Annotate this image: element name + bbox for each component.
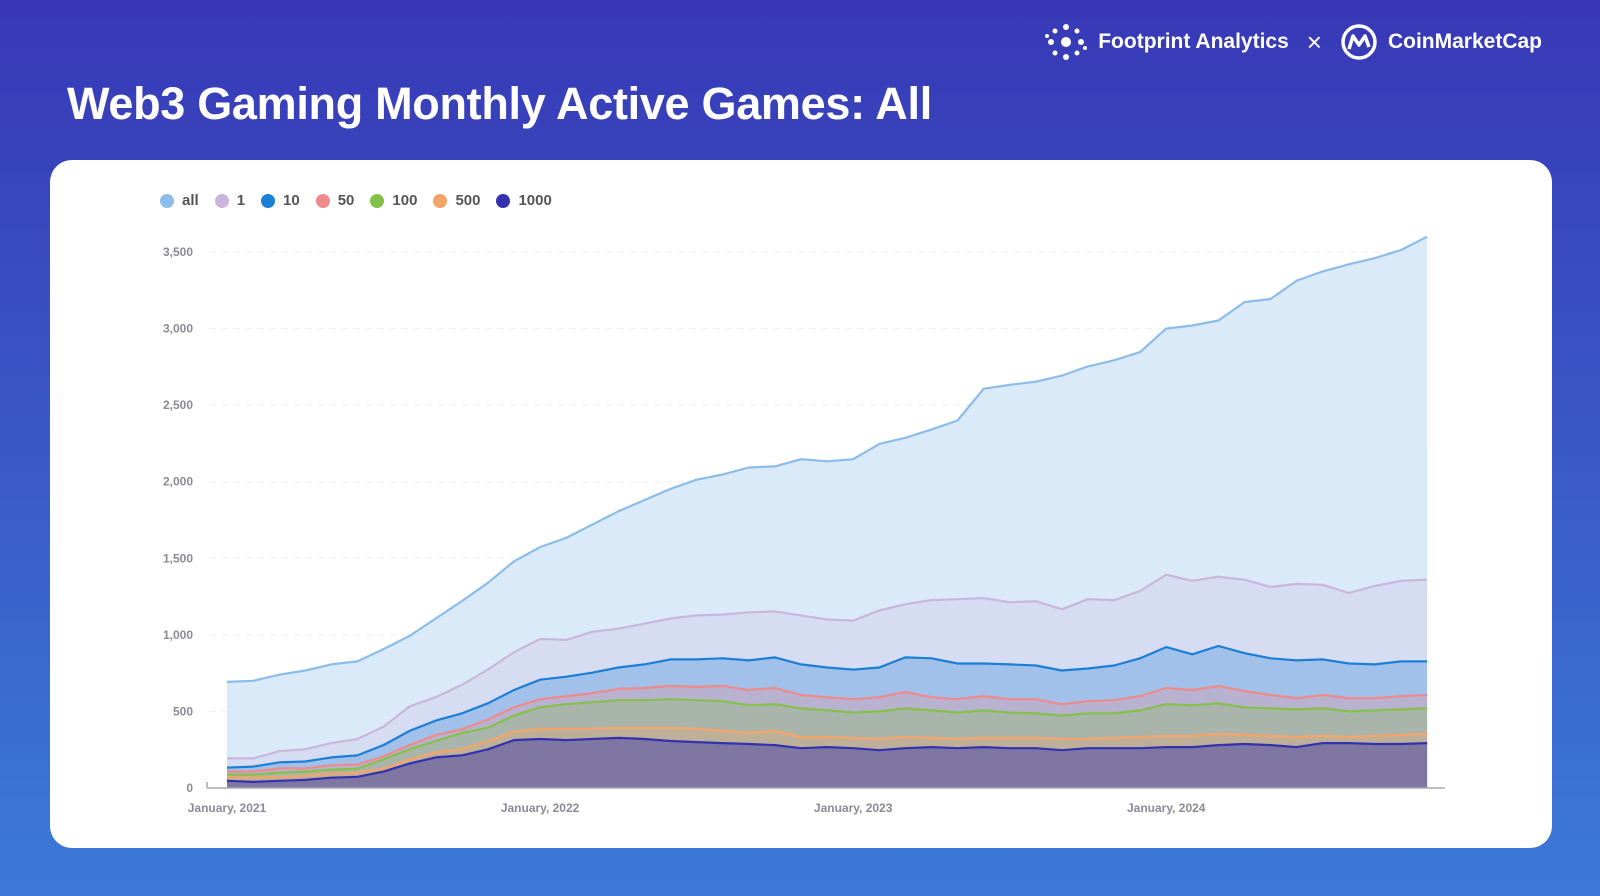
chart-card: all 1 10 50 100 500 1000 0 500 1,000 1,500 2,000 2,… bbox=[50, 160, 1552, 848]
legend-dot-icon bbox=[214, 193, 229, 208]
area-100 bbox=[227, 699, 1428, 788]
chart-legend: all 1 10 50 100 500 1000 bbox=[160, 192, 552, 209]
area-500 bbox=[227, 727, 1428, 788]
legend-item-10[interactable]: 10 bbox=[261, 192, 300, 209]
line-500 bbox=[226, 726, 1428, 779]
y-tick-label: 500 bbox=[173, 704, 193, 718]
legend-label: 500 bbox=[455, 192, 481, 209]
y-tick-label: 1,000 bbox=[163, 628, 193, 642]
x-tick-label: January, 2023 bbox=[814, 801, 893, 815]
legend-label: 50 bbox=[337, 192, 355, 209]
legend-item-50[interactable]: 50 bbox=[315, 192, 355, 209]
y-tick-label: 2,000 bbox=[163, 475, 193, 489]
legend-dot-icon bbox=[315, 193, 330, 208]
line-50 bbox=[227, 684, 1428, 773]
legend-label: all bbox=[182, 192, 199, 209]
x-tick-label: January, 2022 bbox=[501, 801, 580, 815]
legend-item-500[interactable]: 500 bbox=[433, 192, 480, 209]
footprint-logo-icon bbox=[1045, 24, 1088, 60]
legend-dot-icon bbox=[160, 193, 174, 208]
line-all bbox=[226, 235, 1428, 683]
brand-separator: × bbox=[1306, 26, 1322, 57]
area-chart: 0 500 1,000 1,500 2,000 2,500 3,000 3,500 Januar… bbox=[163, 235, 1445, 815]
legend-dot-icon bbox=[496, 193, 511, 208]
footprint-analytics-label: Footprint Analytics bbox=[1098, 30, 1289, 53]
legend-item-all[interactable]: all bbox=[160, 192, 199, 209]
page-title: Web3 Gaming Monthly Active Games: All bbox=[67, 78, 932, 129]
legend-label: 1000 bbox=[518, 192, 552, 209]
legend-item-1000[interactable]: 1000 bbox=[496, 192, 552, 209]
x-tick-label: January, 2024 bbox=[1127, 801, 1206, 815]
coinmarketcap-label: CoinMarketCap bbox=[1387, 30, 1542, 53]
y-tick-label: 3,000 bbox=[163, 322, 193, 336]
legend-item-1[interactable]: 1 bbox=[214, 192, 246, 209]
area-10 bbox=[227, 646, 1428, 788]
legend-label: 10 bbox=[283, 192, 300, 209]
legend-dot-icon bbox=[433, 193, 448, 208]
y-tick-label: 3,500 bbox=[163, 245, 193, 259]
legend-label: 1 bbox=[236, 192, 246, 209]
line-10 bbox=[226, 644, 1428, 769]
brand-logos: Footprint Analytics × CoinMarketCap bbox=[1044, 22, 1542, 62]
legend-dot-icon bbox=[261, 193, 276, 208]
line-1 bbox=[227, 573, 1428, 760]
legend-item-100[interactable]: 100 bbox=[370, 192, 417, 209]
legend-dot-icon bbox=[370, 193, 385, 208]
legend-label: 100 bbox=[392, 192, 418, 209]
y-tick-label: 0 bbox=[186, 781, 193, 795]
area-1000 bbox=[227, 737, 1428, 788]
y-tick-label: 1,500 bbox=[163, 551, 193, 565]
area-1 bbox=[227, 574, 1428, 788]
coinmarketcap-logo-icon bbox=[1341, 24, 1377, 60]
area-all bbox=[227, 236, 1428, 788]
line-1000 bbox=[226, 736, 1428, 783]
y-tick-label: 2,500 bbox=[163, 398, 193, 412]
line-100 bbox=[227, 698, 1428, 776]
x-tick-label: January, 2021 bbox=[188, 801, 267, 815]
